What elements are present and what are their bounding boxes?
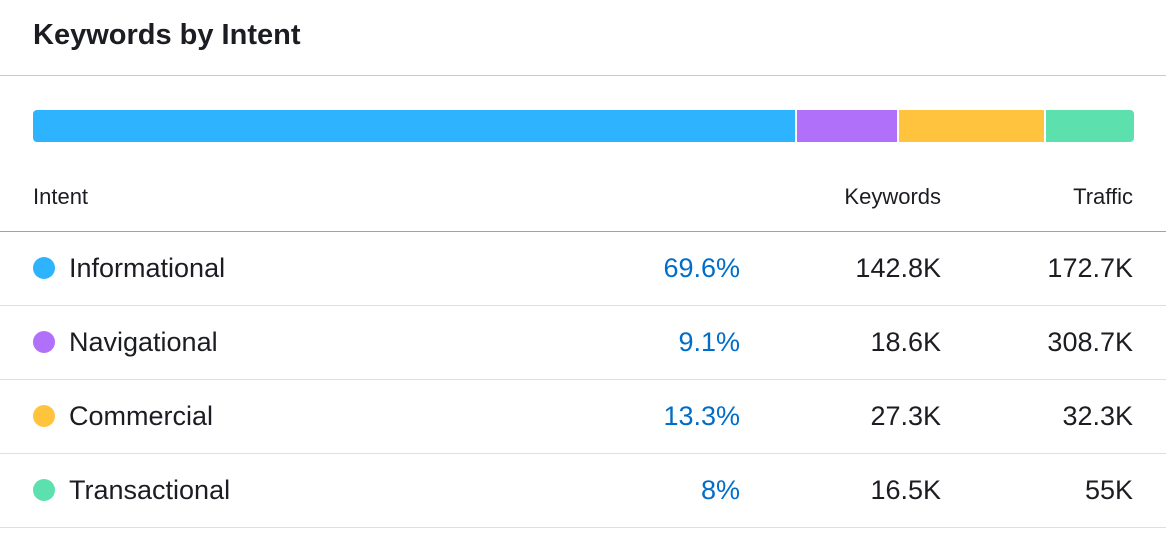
table-row: Informational 69.6% 142.8K 172.7K (0, 232, 1166, 306)
intent-share-link[interactable]: 69.6% (663, 253, 740, 283)
intent-bar-segment-informational[interactable] (33, 110, 796, 142)
intent-color-dot (33, 331, 55, 353)
widget-title: Keywords by Intent (33, 18, 301, 51)
intent-share-link[interactable]: 8% (700, 475, 740, 505)
intent-bar-segment-commercial[interactable] (898, 110, 1045, 142)
table-row: Navigational 9.1% 18.6K 308.7K (0, 306, 1166, 380)
intent-share-link[interactable]: 9.1% (678, 327, 740, 357)
intent-distribution-bar (33, 110, 1134, 142)
traffic-value: 172.7K (1047, 253, 1133, 283)
table-header: Intent Keywords Traffic (0, 162, 1166, 232)
intent-bar-segment-navigational[interactable] (797, 110, 897, 142)
traffic-value: 32.3K (1062, 401, 1133, 431)
keywords-count: 18.6K (870, 327, 941, 357)
intent-label: Navigational (69, 327, 218, 357)
intent-table-body: Informational 69.6% 142.8K 172.7K Naviga… (0, 232, 1166, 528)
intent-label: Informational (69, 253, 226, 283)
intent-color-dot (33, 479, 55, 501)
intent-color-dot (33, 405, 55, 427)
keywords-count: 27.3K (870, 401, 941, 431)
intent-bar-segment-transactional[interactable] (1046, 110, 1134, 142)
traffic-value: 55K (1084, 475, 1133, 505)
column-header-keywords: Keywords (844, 184, 941, 209)
intent-color-dot (33, 257, 55, 279)
intent-label: Transactional (69, 475, 231, 505)
keywords-count: 16.5K (870, 475, 941, 505)
column-header-traffic: Traffic (1073, 184, 1133, 209)
traffic-value: 308.7K (1047, 327, 1133, 357)
keywords-count: 142.8K (855, 253, 941, 283)
column-header-intent: Intent (33, 184, 89, 209)
table-row: Commercial 13.3% 27.3K 32.3K (0, 380, 1166, 454)
widget-header: Keywords by Intent (0, 0, 1166, 76)
table-row: Transactional 8% 16.5K 55K (0, 454, 1166, 528)
intent-share-link[interactable]: 13.3% (663, 401, 740, 431)
intent-label: Commercial (69, 401, 214, 431)
